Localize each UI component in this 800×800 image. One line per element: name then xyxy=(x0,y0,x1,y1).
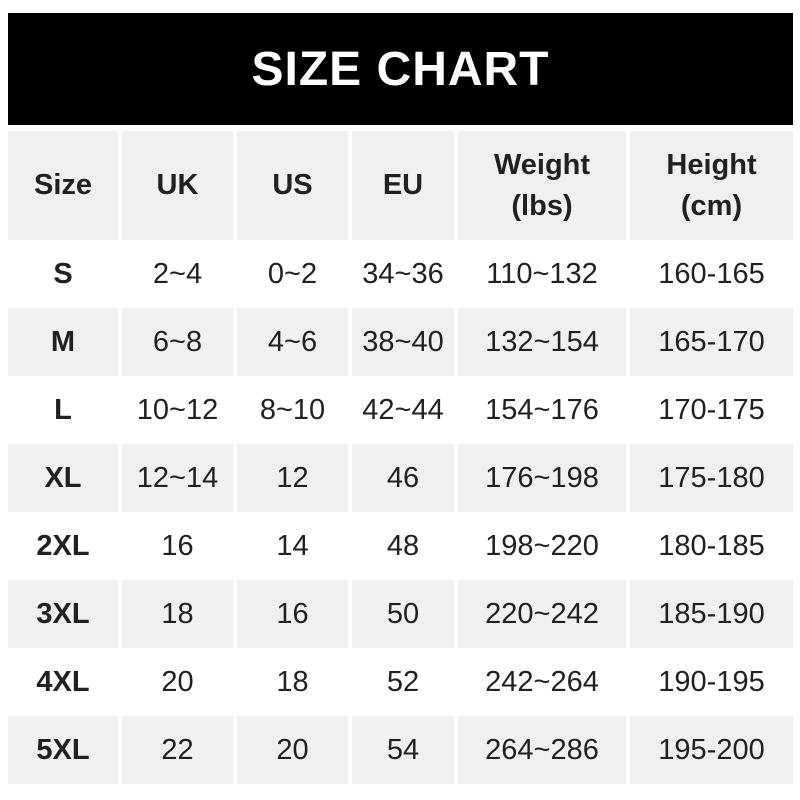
page-title: SIZE CHART xyxy=(251,42,550,96)
cell-weight: 264~286 xyxy=(458,716,626,784)
column-header-us: US xyxy=(237,131,348,240)
cell-us: 0~2 xyxy=(237,240,348,308)
cell-eu: 50 xyxy=(352,580,454,648)
cell-height: 170-175 xyxy=(630,376,793,444)
cell-eu: 34~36 xyxy=(352,240,454,308)
cell-height: 180-185 xyxy=(630,512,793,580)
cell-us: 8~10 xyxy=(237,376,348,444)
cell-height: 195-200 xyxy=(630,716,793,784)
cell-size: XL xyxy=(8,444,118,512)
cell-eu: 52 xyxy=(352,648,454,716)
cell-height: 185-190 xyxy=(630,580,793,648)
cell-eu: 46 xyxy=(352,444,454,512)
cell-height: 190-195 xyxy=(630,648,793,716)
cell-weight: 220~242 xyxy=(458,580,626,648)
cell-eu: 42~44 xyxy=(352,376,454,444)
cell-size: 4XL xyxy=(8,648,118,716)
column-header-weight: Weight (lbs) xyxy=(458,131,626,240)
cell-uk: 2~4 xyxy=(122,240,233,308)
cell-uk: 20 xyxy=(122,648,233,716)
table-row-l: L 10~12 8~10 42~44 154~176 170-175 xyxy=(8,376,793,444)
cell-us: 20 xyxy=(237,716,348,784)
title-banner: SIZE CHART xyxy=(8,13,793,125)
size-table: Size UK US EU Weight (lbs) Height (cm) S 2… xyxy=(8,131,793,784)
cell-weight: 198~220 xyxy=(458,512,626,580)
column-header-size: Size xyxy=(8,131,118,240)
cell-size: S xyxy=(8,240,118,308)
table-row-s: S 2~4 0~2 34~36 110~132 160-165 xyxy=(8,240,793,308)
cell-height: 160-165 xyxy=(630,240,793,308)
cell-eu: 54 xyxy=(352,716,454,784)
cell-weight: 242~264 xyxy=(458,648,626,716)
cell-uk: 12~14 xyxy=(122,444,233,512)
cell-weight: 110~132 xyxy=(458,240,626,308)
cell-us: 16 xyxy=(237,580,348,648)
column-header-eu: EU xyxy=(352,131,454,240)
cell-size: 2XL xyxy=(8,512,118,580)
table-row-3xl: 3XL 18 16 50 220~242 185-190 xyxy=(8,580,793,648)
cell-uk: 6~8 xyxy=(122,308,233,376)
cell-uk: 22 xyxy=(122,716,233,784)
cell-weight: 154~176 xyxy=(458,376,626,444)
cell-size: 3XL xyxy=(8,580,118,648)
cell-uk: 16 xyxy=(122,512,233,580)
table-row-4xl: 4XL 20 18 52 242~264 190-195 xyxy=(8,648,793,716)
cell-uk: 18 xyxy=(122,580,233,648)
cell-us: 14 xyxy=(237,512,348,580)
cell-height: 165-170 xyxy=(630,308,793,376)
cell-eu: 48 xyxy=(352,512,454,580)
table-row-5xl: 5XL 22 20 54 264~286 195-200 xyxy=(8,716,793,784)
cell-eu: 38~40 xyxy=(352,308,454,376)
cell-weight: 176~198 xyxy=(458,444,626,512)
cell-size: L xyxy=(8,376,118,444)
cell-weight: 132~154 xyxy=(458,308,626,376)
cell-us: 12 xyxy=(237,444,348,512)
cell-us: 18 xyxy=(237,648,348,716)
column-header-uk: UK xyxy=(122,131,233,240)
cell-uk: 10~12 xyxy=(122,376,233,444)
table-row-m: M 6~8 4~6 38~40 132~154 165-170 xyxy=(8,308,793,376)
cell-size: M xyxy=(8,308,118,376)
table-header-row: Size UK US EU Weight (lbs) Height (cm) xyxy=(8,131,793,240)
cell-height: 175-180 xyxy=(630,444,793,512)
cell-size: 5XL xyxy=(8,716,118,784)
table-row-2xl: 2XL 16 14 48 198~220 180-185 xyxy=(8,512,793,580)
table-row-xl: XL 12~14 12 46 176~198 175-180 xyxy=(8,444,793,512)
column-header-height: Height (cm) xyxy=(630,131,793,240)
cell-us: 4~6 xyxy=(237,308,348,376)
